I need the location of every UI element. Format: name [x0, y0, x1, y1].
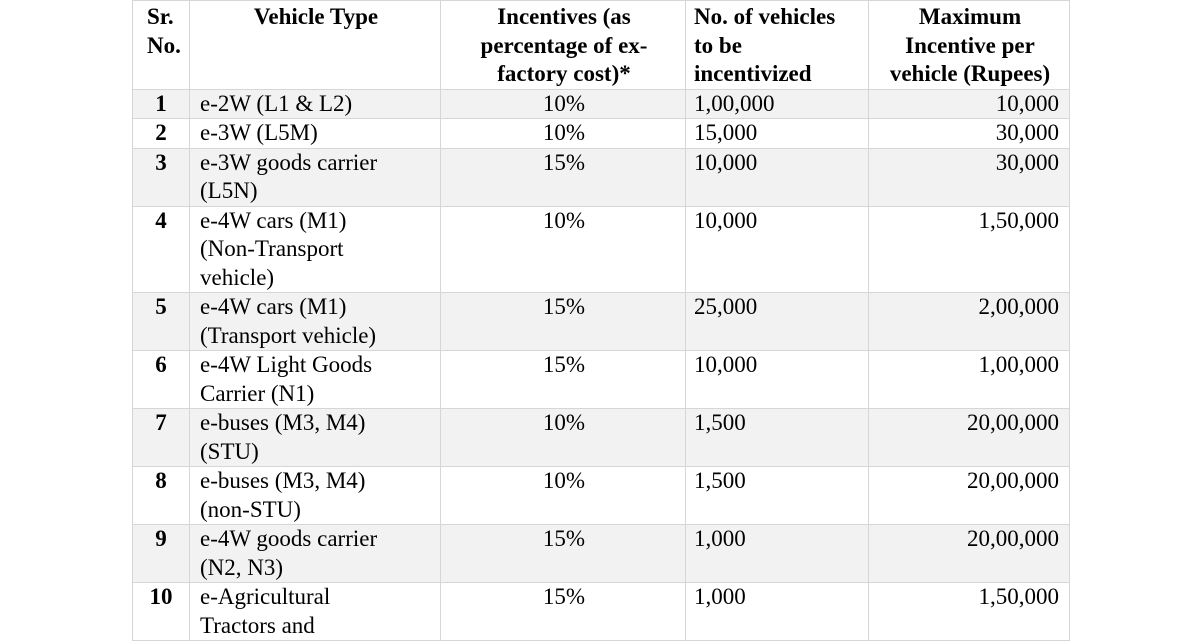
row-vehicle-count: 25,000: [685, 292, 869, 351]
incentive-table: Sr. No. Vehicle Type Incentives (as perc…: [132, 0, 1070, 641]
table-row: 6 e-4W Light Goods Carrier (N1) 15% 10,000 1,…: [132, 350, 1070, 409]
vehicle-type-line: e-4W Light Goods: [200, 352, 373, 377]
row-incentive-pct: 15%: [440, 582, 686, 641]
table-body: 1 e-2W (L1 & L2) 10% 1,00,000 10,000 2 e-3W (L…: [132, 88, 1070, 641]
vehicle-type-line: e-2W (L1 & L2): [200, 90, 353, 116]
vehicle-type-line: e-3W (L5M): [200, 120, 318, 145]
row-vehicle-count: 1,000: [685, 524, 869, 583]
row-vehicle-count: 1,500: [685, 408, 869, 467]
table-header: Sr. No. Vehicle Type Incentives (as perc…: [132, 0, 1070, 90]
row-sr-no: 10: [132, 582, 190, 641]
row-vehicle-count: 15,000: [685, 118, 869, 149]
row-incentive-pct: 15%: [440, 524, 686, 583]
table-row: 9 e-4W goods carrier (N2, N3) 15% 1,000 20,00…: [132, 524, 1070, 583]
row-sr-no: 7: [132, 408, 190, 467]
vehicle-type-line: e-buses (M3, M4): [200, 410, 366, 435]
row-max-incentive: 1,50,000: [868, 582, 1070, 641]
row-vehicle-type: e-4W goods carrier (N2, N3): [189, 524, 441, 583]
vehicle-type-line: Tractors and: [200, 612, 315, 638]
row-vehicle-count: 10,000: [685, 147, 869, 207]
row-vehicle-type: e-buses (M3, M4) (STU): [189, 408, 441, 467]
vehicle-type-line: (L5N): [200, 178, 258, 203]
row-incentive-pct: 10%: [440, 466, 686, 525]
vehicle-type-line: (STU): [200, 438, 259, 464]
row-incentive-pct: 10%: [440, 118, 686, 149]
row-incentive-pct: 15%: [440, 292, 686, 351]
vehicle-type-line: e-4W goods carrier: [200, 526, 378, 551]
row-vehicle-count: 10,000: [685, 205, 869, 293]
row-max-incentive: 20,00,000: [868, 524, 1070, 583]
row-max-incentive: 30,000: [868, 118, 1070, 149]
header-vehicle-type: Vehicle Type: [189, 0, 441, 90]
vehicle-type-line: (N2, N3): [200, 554, 284, 580]
vehicle-type-line: e-buses (M3, M4): [200, 468, 366, 493]
vehicle-type-line: e-3W goods carrier: [200, 149, 378, 175]
row-vehicle-type: e-3W goods carrier (L5N): [189, 147, 441, 207]
vehicle-type-line: e-4W cars (M1): [200, 294, 347, 319]
row-vehicle-count: 1,500: [685, 466, 869, 525]
vehicle-type-line: vehicle): [200, 264, 275, 290]
row-vehicle-type: e-Agricultural Tractors and: [189, 582, 441, 641]
row-vehicle-type: e-4W Light Goods Carrier (N1): [189, 350, 441, 409]
row-max-incentive: 1,00,000: [868, 350, 1070, 409]
table-row: 7 e-buses (M3, M4) (STU) 10% 1,500 20,00,000: [132, 408, 1070, 467]
vehicle-type-line: (Non-Transport: [200, 236, 344, 261]
header-num-vehicles: No. of vehicles to be incentivized: [685, 0, 869, 90]
header-max-incentive: Maximum Incentive per vehicle (Rupees): [868, 0, 1070, 90]
row-vehicle-count: 1,00,000: [685, 88, 869, 119]
table-row: 4 e-4W cars (M1) (Non-Transport vehicle) 10%…: [132, 205, 1070, 293]
row-max-incentive: 20,00,000: [868, 466, 1070, 525]
table-row: 8 e-buses (M3, M4) (non-STU) 10% 1,500 20,00,…: [132, 466, 1070, 525]
row-incentive-pct: 10%: [440, 205, 686, 293]
vehicle-type-line: Carrier (N1): [200, 380, 315, 406]
row-sr-no: 3: [132, 147, 190, 207]
row-incentive-pct: 10%: [440, 408, 686, 467]
row-max-incentive: 10,000: [868, 88, 1070, 119]
row-vehicle-type: e-2W (L1 & L2): [189, 88, 441, 119]
row-incentive-pct: 15%: [440, 147, 686, 207]
row-sr-no: 1: [132, 88, 190, 119]
header-sr-no: Sr. No.: [132, 0, 190, 90]
row-sr-no: 6: [132, 350, 190, 409]
row-vehicle-type: e-4W cars (M1) (Transport vehicle): [189, 292, 441, 351]
row-max-incentive: 30,000: [868, 147, 1070, 207]
table-row: 3 e-3W goods carrier (L5N) 15% 10,000 30,000: [132, 147, 1070, 207]
row-sr-no: 2: [132, 118, 190, 149]
row-sr-no: 9: [132, 524, 190, 583]
row-vehicle-type: e-buses (M3, M4) (non-STU): [189, 466, 441, 525]
vehicle-type-line: e-4W cars (M1): [200, 207, 347, 233]
row-sr-no: 5: [132, 292, 190, 351]
row-vehicle-type: e-3W (L5M): [189, 118, 441, 149]
row-incentive-pct: 15%: [440, 350, 686, 409]
row-max-incentive: 2,00,000: [868, 292, 1070, 351]
row-vehicle-count: 1,000: [685, 582, 869, 641]
vehicle-type-line: (non-STU): [200, 496, 301, 522]
row-vehicle-count: 10,000: [685, 350, 869, 409]
vehicle-type-line: (Transport vehicle): [200, 322, 377, 348]
header-incentives: Incentives (as percentage of ex- factory…: [440, 0, 686, 90]
table-row: 2 e-3W (L5M) 10% 15,000 30,000: [132, 118, 1070, 149]
table-row: 1 e-2W (L1 & L2) 10% 1,00,000 10,000: [132, 88, 1070, 119]
row-incentive-pct: 10%: [440, 88, 686, 119]
row-max-incentive: 1,50,000: [868, 205, 1070, 293]
table-row: 5 e-4W cars (M1) (Transport vehicle) 15% 25,…: [132, 292, 1070, 351]
table-row: 10 e-Agricultural Tractors and 15% 1,000 1,50…: [132, 582, 1070, 641]
row-max-incentive: 20,00,000: [868, 408, 1070, 467]
row-sr-no: 4: [132, 205, 190, 293]
header-row: Sr. No. Vehicle Type Incentives (as perc…: [132, 0, 1070, 90]
row-sr-no: 8: [132, 466, 190, 525]
row-vehicle-type: e-4W cars (M1) (Non-Transport vehicle): [189, 205, 441, 293]
vehicle-type-line: e-Agricultural: [200, 584, 331, 609]
